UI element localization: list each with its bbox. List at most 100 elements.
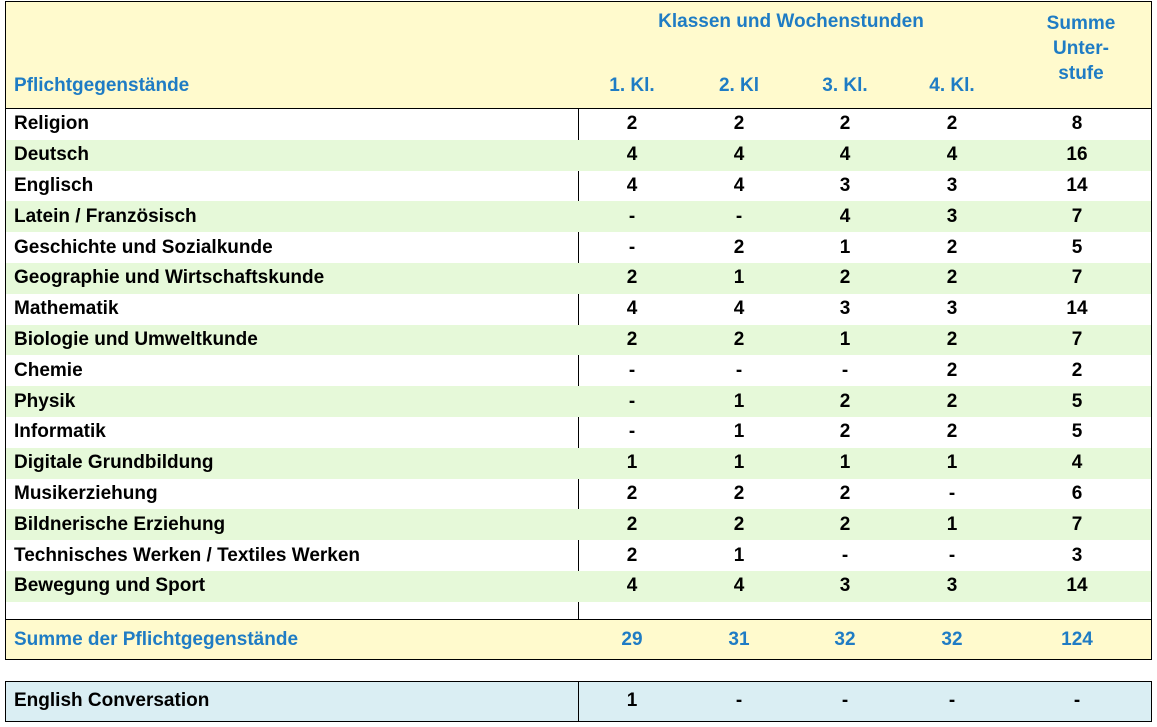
sum-cell: 14 (1066, 298, 1088, 320)
hours-cell: 2 (733, 236, 745, 258)
hours-cell: 1 (733, 452, 745, 474)
subject-name: Geographie und Wirtschaftskunde (14, 267, 325, 289)
subject-name: Bildnerische Erziehung (14, 513, 226, 535)
total-cell: 29 (621, 629, 643, 650)
hours-cell: 2 (626, 544, 638, 566)
subject-name: Biologie und Umweltkunde (14, 328, 258, 350)
hours-cell: 2 (626, 267, 638, 289)
elective-table: English Conversation 1 - - - - (5, 681, 1152, 722)
hours-cell: 2 (946, 421, 958, 443)
curriculum-table: Klassen und Wochenstunden Summe Unter- s… (5, 1, 1152, 660)
total-sum-cell: 124 (1061, 629, 1093, 650)
elective-cell: - (948, 690, 956, 711)
subject-name: Technisches Werken / Textiles Werken (14, 544, 361, 566)
hours-cell: 1 (839, 236, 851, 258)
class-1-header: 1. Kl. (609, 75, 655, 96)
table-row: Informatik - 1 2 2 5 (6, 417, 1151, 448)
hours-cell: 4 (733, 174, 745, 196)
sum-cell: 7 (1071, 267, 1083, 289)
table-row: Digitale Grundbildung 1 1 1 1 4 (6, 447, 1151, 479)
sum-cell: 2 (1071, 359, 1083, 381)
sum-cell: 16 (1066, 144, 1088, 166)
table-row: Englisch 4 4 3 3 14 (6, 171, 1151, 202)
hours-cell: - (628, 390, 636, 412)
sum-column-title: Summe Unter- stufe (1011, 11, 1151, 86)
hours-cell: 2 (839, 113, 851, 135)
sum-cell: 7 (1071, 328, 1083, 350)
subject-name: Physik (14, 390, 76, 412)
sum-title-line: Unter- (1053, 38, 1109, 59)
table-row: Latein / Französisch - - 4 3 7 (6, 201, 1151, 233)
hours-cell: 1 (839, 452, 851, 474)
table-row: Mathematik 4 4 3 3 14 (6, 294, 1151, 325)
total-cell: 32 (941, 629, 963, 650)
table-row: Geographie und Wirtschaftskunde 2 1 2 2 7 (6, 262, 1151, 294)
hours-cell: 2 (733, 328, 745, 350)
hours-cell: 1 (733, 267, 745, 289)
subjects-column-title: Pflichtgegenstände (14, 75, 190, 96)
total-cell: 32 (834, 629, 856, 650)
table-row: Deutsch 4 4 4 4 16 (6, 139, 1151, 171)
hours-cell: 2 (946, 267, 958, 289)
hours-cell: - (841, 359, 849, 381)
class-4-header: 4. Kl. (929, 75, 975, 96)
hours-cell: 4 (626, 298, 638, 320)
hours-cell: 1 (946, 452, 958, 474)
hours-cell: 3 (839, 575, 851, 597)
table-row: Religion 2 2 2 2 8 (6, 109, 1151, 140)
hours-cell: 4 (626, 144, 638, 166)
sum-title-line: Summe (1046, 13, 1116, 34)
hours-cell: - (628, 236, 636, 258)
sum-cell: 3 (1071, 544, 1083, 566)
hours-cell: 2 (946, 359, 958, 381)
hours-cell: 1 (839, 328, 851, 350)
hours-cell: 3 (946, 298, 958, 320)
subject-name: Bewegung und Sport (14, 575, 206, 597)
hours-cell: 1 (733, 421, 745, 443)
sum-cell: 5 (1071, 390, 1083, 412)
subject-name: Religion (14, 113, 89, 135)
hours-cell: 2 (626, 328, 638, 350)
sum-cell: 5 (1071, 236, 1083, 258)
hours-cell: 2 (626, 513, 638, 535)
hours-cell: 2 (839, 421, 851, 443)
elective-cell: - (841, 690, 849, 711)
hours-cell: 2 (946, 328, 958, 350)
table-row: Technisches Werken / Textiles Werken 2 1 - -… (6, 540, 1151, 571)
hours-cell: - (628, 359, 636, 381)
class-3-header: 3. Kl. (822, 75, 868, 96)
subject-name: Chemie (14, 359, 83, 381)
table-row: Bewegung und Sport 4 4 3 3 14 (6, 570, 1151, 602)
hours-cell: 4 (733, 144, 745, 166)
hours-cell: 2 (946, 236, 958, 258)
hours-cell: - (841, 544, 849, 566)
hours-cell: 1 (733, 544, 745, 566)
sum-cell: 8 (1071, 113, 1083, 135)
hours-cell: - (628, 421, 636, 443)
elective-cell: 1 (626, 690, 638, 711)
subject-name: Mathematik (14, 298, 119, 320)
sum-cell: 4 (1071, 452, 1083, 474)
sum-cell: 14 (1066, 575, 1088, 597)
hours-cell: 4 (733, 298, 745, 320)
class-2-header: 2. Kl (718, 75, 760, 96)
total-label: Summe der Pflichtgegenstände (14, 629, 299, 650)
column-divider (578, 682, 579, 721)
hours-cell: 2 (839, 482, 851, 504)
subject-name: Geschichte und Sozialkunde (14, 236, 273, 258)
sum-cell: 6 (1071, 482, 1083, 504)
hours-cell: - (948, 482, 956, 504)
subject-name: Deutsch (14, 144, 89, 166)
hours-cell: 2 (839, 267, 851, 289)
table-header: Klassen und Wochenstunden Summe Unter- s… (6, 2, 1151, 109)
hours-cell: 4 (733, 575, 745, 597)
hours-cell: 3 (839, 298, 851, 320)
table-row: Bildnerische Erziehung 2 2 2 1 7 (6, 509, 1151, 541)
hours-cell: - (628, 205, 636, 227)
sum-title-line: stufe (1058, 63, 1104, 84)
hours-cell: 3 (946, 174, 958, 196)
hours-cell: 3 (946, 575, 958, 597)
subject-name: Digitale Grundbildung (14, 452, 214, 474)
total-row: Summe der Pflichtgegenstände 29 31 32 32… (6, 619, 1151, 659)
subject-name: Latein / Französisch (14, 205, 197, 227)
